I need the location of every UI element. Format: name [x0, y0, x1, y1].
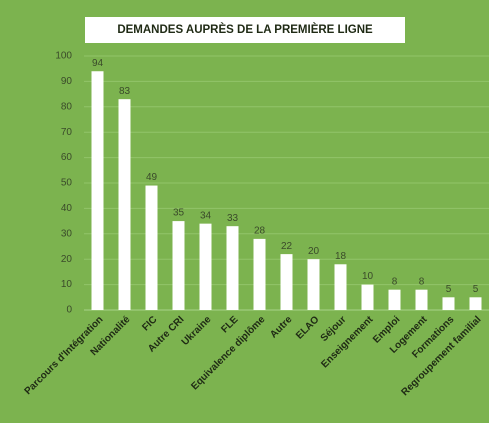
data-label: 28 — [254, 226, 266, 237]
y-tick-label: 80 — [61, 101, 73, 112]
data-label: 10 — [362, 271, 374, 282]
bar — [415, 289, 428, 310]
chart-title: DEMANDES AUPRÈS DE LA PREMIÈRE LIGNE — [117, 23, 373, 36]
y-tick-label: 70 — [61, 127, 73, 138]
data-label: 49 — [146, 172, 158, 183]
bar — [226, 226, 239, 310]
data-label: 8 — [392, 276, 398, 287]
data-label: 35 — [173, 208, 185, 219]
bar — [253, 238, 266, 310]
bar — [442, 297, 455, 310]
y-tick-label: 0 — [66, 305, 72, 316]
y-tick-label: 100 — [55, 51, 72, 62]
bar — [118, 99, 131, 311]
bar — [334, 264, 347, 310]
y-tick-label: 10 — [61, 279, 73, 290]
title-box — [85, 17, 405, 43]
data-label: 8 — [419, 276, 425, 287]
data-label: 18 — [335, 251, 347, 262]
bar — [361, 284, 374, 310]
y-tick-label: 60 — [61, 152, 73, 163]
bar — [91, 71, 104, 311]
y-tick-label: 20 — [61, 254, 73, 265]
data-label: 22 — [281, 241, 293, 252]
data-label: 5 — [473, 284, 479, 295]
data-label: 94 — [92, 58, 104, 69]
data-label: 34 — [200, 210, 212, 221]
y-tick-label: 50 — [61, 178, 73, 189]
data-label: 5 — [446, 284, 452, 295]
y-tick-label: 40 — [61, 203, 73, 214]
data-label: 83 — [119, 86, 131, 97]
y-tick-label: 30 — [61, 228, 73, 239]
bar — [388, 289, 401, 310]
bar — [280, 254, 293, 310]
bar — [199, 223, 212, 310]
y-tick-label: 90 — [61, 76, 73, 87]
bar — [307, 259, 320, 310]
bar — [469, 297, 482, 310]
data-label: 33 — [227, 213, 239, 224]
data-label: 20 — [308, 246, 320, 257]
bar — [145, 185, 158, 310]
bar — [172, 221, 185, 310]
